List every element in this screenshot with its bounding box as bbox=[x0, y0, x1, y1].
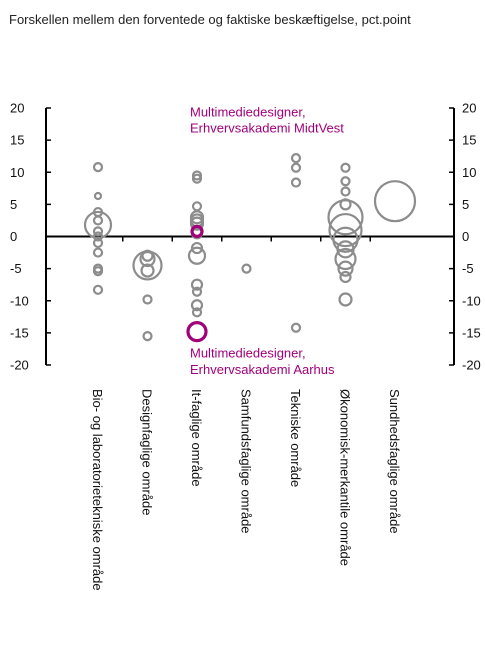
category-label: Tekniske område bbox=[288, 389, 303, 487]
data-point bbox=[340, 186, 351, 197]
data-point bbox=[190, 241, 204, 255]
data-point bbox=[339, 270, 352, 284]
annotation-label: Erhvervsakademi Aarhus bbox=[190, 362, 335, 377]
data-point bbox=[241, 263, 252, 274]
right-tick-label: 0 bbox=[462, 229, 469, 244]
annotation-label: Erhvervsakademi MidtVest bbox=[190, 121, 344, 136]
data-point bbox=[327, 199, 364, 236]
left-tick-label: -5 bbox=[10, 261, 22, 276]
data-point bbox=[191, 286, 203, 297]
data-point bbox=[140, 263, 155, 278]
data-point bbox=[290, 177, 302, 188]
data-point bbox=[337, 260, 354, 277]
data-point bbox=[92, 284, 104, 295]
right-tick-label: -15 bbox=[462, 325, 481, 340]
highlighted-point bbox=[190, 224, 204, 238]
data-point bbox=[142, 294, 153, 305]
labels: 20 20 15 15 10 10 5 5 0 0 -5 -5 -10 -10 -15 -15 -20 -20 Mu… bbox=[10, 101, 481, 591]
left-tick-label: -15 bbox=[10, 325, 29, 340]
data-point bbox=[132, 250, 163, 281]
data-point bbox=[92, 231, 104, 242]
data-point bbox=[340, 162, 351, 173]
highlighted-point bbox=[186, 320, 208, 343]
left-tick-label: 10 bbox=[10, 165, 24, 180]
axes bbox=[45, 107, 455, 366]
data-point bbox=[336, 240, 355, 259]
right-tick-label: 20 bbox=[462, 101, 476, 116]
data-point bbox=[373, 180, 417, 223]
data-point bbox=[187, 246, 207, 265]
data-point bbox=[190, 299, 204, 312]
data-point bbox=[92, 247, 104, 258]
left-tick-label: -20 bbox=[10, 358, 29, 373]
right-tick-label: 5 bbox=[462, 197, 469, 212]
category-label: Designfaglige område bbox=[140, 389, 155, 515]
data-point bbox=[92, 237, 104, 249]
data-point bbox=[190, 278, 204, 291]
data-point bbox=[191, 201, 203, 212]
data-point bbox=[340, 176, 351, 187]
category-label: Bio- og laboratorietekniske område bbox=[90, 389, 105, 591]
left-tick-label: 20 bbox=[10, 101, 24, 116]
data-point bbox=[189, 216, 205, 231]
data-point bbox=[191, 307, 203, 318]
data-point bbox=[92, 215, 104, 226]
right-tick-label: -10 bbox=[462, 293, 481, 308]
data-point bbox=[191, 173, 203, 184]
data-point bbox=[92, 266, 104, 277]
left-tick-label: 0 bbox=[10, 229, 17, 244]
left-tick-label: 15 bbox=[10, 133, 24, 148]
data-point bbox=[290, 153, 302, 164]
annotation-label: Multimediedesigner, bbox=[190, 104, 306, 119]
data-point bbox=[338, 292, 353, 307]
category-label: Samfundsfaglige område bbox=[239, 389, 254, 534]
data-point bbox=[92, 162, 104, 173]
data-point bbox=[142, 330, 153, 342]
data-point bbox=[93, 191, 103, 201]
data-point bbox=[334, 247, 357, 271]
right-tick-label: 15 bbox=[462, 133, 476, 148]
data-point bbox=[191, 170, 203, 181]
data-point bbox=[290, 322, 302, 333]
left-tick-label: 5 bbox=[10, 197, 17, 212]
chart-title: Forskellen mellem den forventede og fakt… bbox=[9, 12, 411, 27]
right-tick-label: -20 bbox=[462, 358, 481, 373]
left-tick-label: -10 bbox=[10, 293, 29, 308]
data-points bbox=[83, 153, 417, 343]
data-point bbox=[92, 226, 104, 237]
annotation-label: Multimediedesigner, bbox=[190, 345, 306, 360]
data-point bbox=[332, 226, 359, 253]
category-label: Sundhedsfaglige område bbox=[387, 389, 402, 534]
right-tick-label: -5 bbox=[462, 261, 474, 276]
category-label: It-faglige område bbox=[189, 389, 204, 487]
right-tick-label: 10 bbox=[462, 165, 476, 180]
data-point bbox=[290, 162, 302, 173]
data-point bbox=[328, 212, 363, 248]
category-label: Økonomisk-merkantile område bbox=[338, 389, 353, 566]
